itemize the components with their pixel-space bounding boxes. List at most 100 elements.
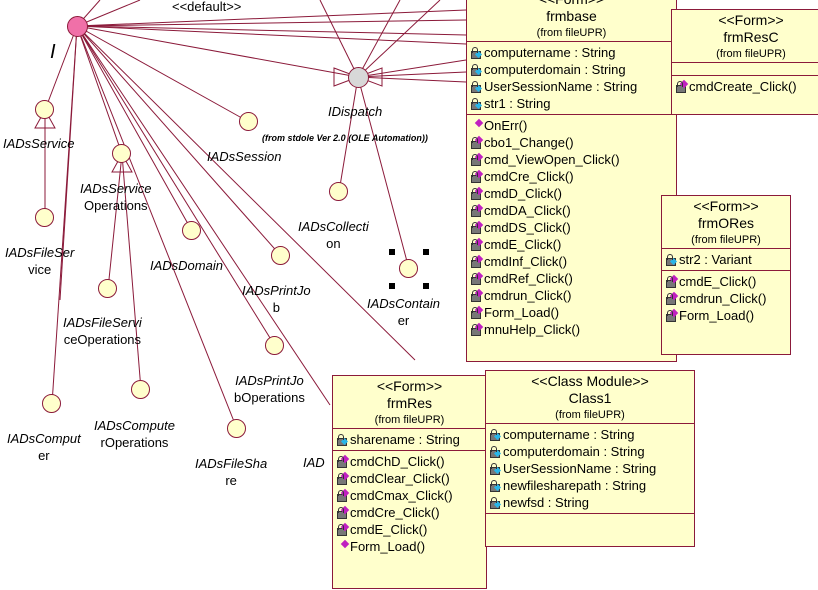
private-operation-icon: [470, 152, 484, 166]
attribute-row[interactable]: UserSessionName : String: [470, 78, 673, 95]
selection-handle[interactable]: [389, 283, 395, 289]
iadscontainer-circle[interactable]: [399, 259, 418, 278]
iadsdomain-circle[interactable]: [182, 221, 201, 240]
operation-text: cmdCre_Click(): [350, 505, 440, 520]
attribute-row[interactable]: sharename : String: [336, 431, 483, 448]
idispatch-circle[interactable]: [348, 67, 369, 88]
iadsservice-circle[interactable]: [35, 100, 54, 119]
operation-row[interactable]: cmdInf_Click(): [470, 253, 673, 270]
class-header: <<Form>> frmResC (from fileUPR): [672, 10, 818, 62]
iadscomputer-label: IADsComput er: [7, 431, 81, 463]
selection-handle[interactable]: [423, 249, 429, 255]
operations-compartment: cmdChD_Click() cmdClear_Click() cmdCmax_Cl…: [333, 450, 486, 557]
private-attribute-icon: [470, 80, 483, 93]
private-operation-icon: [470, 322, 484, 336]
attribute-row[interactable]: str1 : String: [470, 95, 673, 112]
private-attribute-icon: [489, 428, 502, 441]
operation-row[interactable]: cmdrun_Click(): [470, 287, 673, 304]
idispatch-label: IDispatch: [328, 104, 383, 119]
operation-row[interactable]: cmdDA_Click(): [470, 202, 673, 219]
operation-text: Form_Load(): [350, 539, 426, 554]
iadscomputeroperations-circle[interactable]: [131, 380, 150, 399]
operation-row[interactable]: cmdCreate_Click(): [675, 78, 818, 95]
iadsprintjob-label: IADsPrintJo b: [242, 283, 311, 315]
iadsserviceoperations-circle[interactable]: [112, 144, 131, 163]
operation-row[interactable]: cmdrun_Click(): [665, 290, 787, 307]
operations-compartment: OnErr() cbo1_Change() cmd_ViewOpen_Click()…: [467, 114, 676, 340]
class-frmbase[interactable]: <<Form>> frmbase (from fileUPR) computern…: [466, 0, 677, 362]
private-operation-icon: [336, 522, 350, 536]
iadsserviceoperations-label: IADsService Operations: [80, 181, 152, 213]
iadsfileserviceoperations-label: IADsFileServi ceOperations: [63, 315, 142, 347]
class-frmresc[interactable]: <<Form>> frmResC (from fileUPR) cmdCreate…: [671, 9, 818, 115]
class-name: frmResC: [723, 29, 779, 45]
operation-row[interactable]: mnuHelp_Click(): [470, 321, 673, 338]
attribute-text: newfsd : String: [503, 495, 589, 510]
operation-row[interactable]: cmd_ViewOpen_Click(): [470, 151, 673, 168]
iadscontainer-label: IADsContain er: [367, 296, 440, 328]
operations-compartment: [486, 513, 694, 526]
iadscomputer-circle[interactable]: [42, 394, 61, 413]
operation-text: Form_Load(): [484, 305, 560, 320]
class-stereotype: <<Form>>: [693, 198, 759, 214]
operation-text: cmdDA_Click(): [484, 203, 571, 218]
operation-row[interactable]: cmdRef_Click(): [470, 270, 673, 287]
operation-row[interactable]: cmdE_Click(): [470, 236, 673, 253]
operation-row[interactable]: OnErr(): [470, 117, 673, 134]
attribute-row[interactable]: computerdomain : String: [470, 61, 673, 78]
class-package: (from fileUPR): [555, 409, 625, 421]
class-package: (from fileUPR): [536, 27, 607, 39]
operation-row[interactable]: Form_Load(): [336, 538, 483, 555]
operation-row[interactable]: cmdCmax_Click(): [336, 487, 483, 504]
attribute-text: computerdomain : String: [484, 62, 626, 77]
iadsprintjob-circle[interactable]: [271, 246, 290, 265]
iadsfileserviceoperations-circle[interactable]: [98, 279, 117, 298]
operation-row[interactable]: cmdE_Click(): [665, 273, 787, 290]
class-class1[interactable]: <<Class Module>> Class1 (from fileUPR) co…: [485, 370, 695, 547]
operation-row[interactable]: cmdD_Click(): [470, 185, 673, 202]
private-operation-icon: [665, 291, 679, 305]
operation-row[interactable]: cmdCre_Click(): [336, 504, 483, 521]
attribute-row[interactable]: computerdomain : String: [489, 443, 691, 460]
private-attribute-icon: [470, 97, 483, 110]
iadssession-circle[interactable]: [239, 112, 258, 131]
attribute-text: str2 : Variant: [679, 252, 752, 267]
operation-row[interactable]: cmdCre_Click(): [470, 168, 673, 185]
iadsfileservice-circle[interactable]: [35, 208, 54, 227]
class-frmores[interactable]: <<Form>> frmORes (from fileUPR) str2 : Va…: [661, 195, 791, 355]
operation-row[interactable]: cmdChD_Click(): [336, 453, 483, 470]
private-operation-icon: [336, 505, 350, 519]
selection-handle[interactable]: [389, 249, 395, 255]
iadsfileshare-circle[interactable]: [227, 419, 246, 438]
attribute-row[interactable]: computername : String: [470, 44, 673, 61]
private-operation-icon: [665, 274, 679, 288]
attribute-row[interactable]: UserSessionName : String: [489, 460, 691, 477]
class-header: <<Form>> frmbase (from fileUPR): [467, 0, 676, 41]
attribute-row[interactable]: computername : String: [489, 426, 691, 443]
operation-row[interactable]: Form_Load(): [665, 307, 787, 324]
selection-handle[interactable]: [423, 283, 429, 289]
class-frmres[interactable]: <<Form>> frmRes (from fileUPR) sharename …: [332, 375, 487, 589]
attribute-row[interactable]: newfsd : String: [489, 494, 691, 511]
class-header: <<Form>> frmRes (from fileUPR): [333, 376, 486, 428]
attribute-text: str1 : String: [484, 96, 551, 111]
operation-row[interactable]: cmdClear_Click(): [336, 470, 483, 487]
attribute-row[interactable]: str2 : Variant: [665, 251, 787, 268]
operations-compartment: cmdCreate_Click(): [672, 75, 818, 97]
operation-text: cmdCreate_Click(): [689, 79, 797, 94]
root-interface-circle[interactable]: [67, 16, 88, 37]
iadsprintjoboperations-circle[interactable]: [265, 336, 284, 355]
private-attribute-icon: [665, 253, 678, 266]
operation-row[interactable]: cbo1_Change(): [470, 134, 673, 151]
attributes-compartment: [672, 62, 818, 75]
iadscollection-circle[interactable]: [329, 182, 348, 201]
operation-row[interactable]: cmdDS_Click(): [470, 219, 673, 236]
class-package: (from fileUPR): [691, 234, 761, 246]
iadsfileservice-label: IADsFileSer vice: [5, 245, 75, 277]
operation-row[interactable]: cmdE_Click(): [336, 521, 483, 538]
attribute-row[interactable]: newfilesharepath : String: [489, 477, 691, 494]
operation-row[interactable]: Form_Load(): [470, 304, 673, 321]
iadsfileshare-label: IADsFileSha re: [195, 456, 268, 488]
private-attribute-icon: [489, 496, 502, 509]
